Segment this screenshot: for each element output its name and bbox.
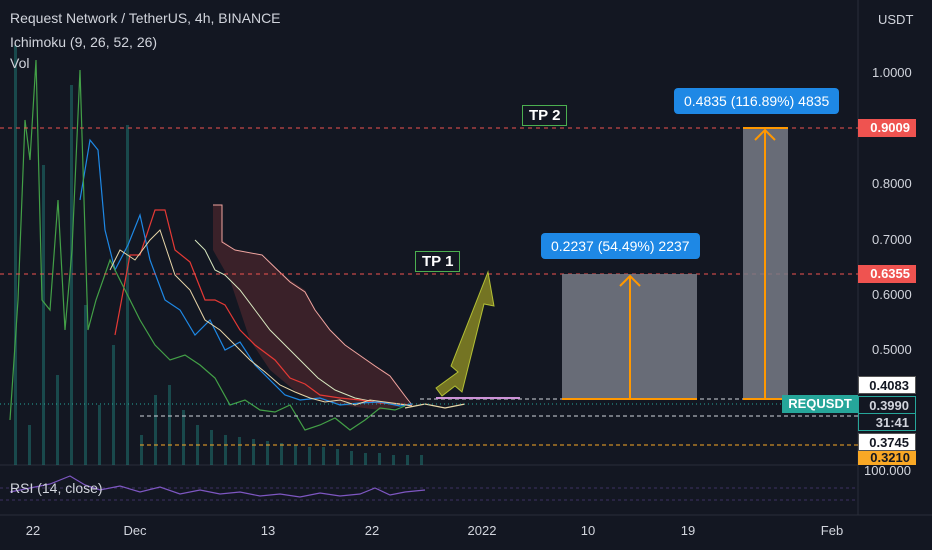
x-tick-2: Dec xyxy=(123,523,147,538)
ichimoku-leading-span-b xyxy=(213,204,413,406)
symbol-tag: REQUSDT xyxy=(782,395,858,413)
volume-bar xyxy=(56,375,59,465)
ichimoku-legend[interactable]: Ichimoku (9, 26, 52, 26) xyxy=(10,34,158,50)
volume-bar xyxy=(210,430,213,465)
forecast-line xyxy=(404,403,466,409)
volume-bar xyxy=(84,305,87,465)
volume-bar xyxy=(280,443,283,465)
volume-bar xyxy=(154,395,157,465)
upper-price-tag: 0.4083 xyxy=(858,376,916,394)
lower-price-tag: 0.3745 xyxy=(858,433,916,451)
y-tick-5: 0.6000 xyxy=(872,287,912,302)
volume-bar xyxy=(182,410,185,465)
volume-bar xyxy=(42,165,45,465)
rsi-trace xyxy=(9,475,426,498)
tp2-price-tag: 0.9009 xyxy=(858,119,916,137)
volume-legend[interactable]: Vol xyxy=(10,55,30,71)
currency-label: USDT xyxy=(878,12,914,27)
measure-arrow-2-head xyxy=(754,128,776,141)
x-tick-7: 19 xyxy=(680,523,696,538)
rsi-legend[interactable]: RSI (14, close) xyxy=(10,480,103,496)
measure-callout-1[interactable]: 0.2237 (54.49%) 2237 xyxy=(541,233,700,259)
y-tick-6: 0.5000 xyxy=(872,342,912,357)
volume-bar xyxy=(350,451,353,465)
measure-arrow-1-head xyxy=(619,274,641,287)
volume-bar xyxy=(238,437,241,465)
y-tick-1: 1.0000 xyxy=(872,65,912,80)
last-price-tag: 0.3990 xyxy=(858,396,916,414)
volume-bar xyxy=(266,441,269,465)
volume-bar xyxy=(378,453,381,465)
volume-bar xyxy=(308,447,311,465)
volume-bar xyxy=(252,439,255,465)
volume-bar xyxy=(112,345,115,465)
volume-bar xyxy=(140,435,143,465)
volume-bar xyxy=(406,455,409,465)
x-tick-8: Feb xyxy=(820,523,844,538)
tp1-label[interactable]: TP 1 xyxy=(415,251,461,272)
ichimoku-base-line xyxy=(114,209,413,406)
x-tick-1: 22 xyxy=(25,523,41,538)
tp2-label[interactable]: TP 2 xyxy=(522,105,568,126)
rsi-tick: 100.000 xyxy=(864,463,911,478)
x-tick-5: 2022 xyxy=(467,523,497,538)
countdown-tag: 31:41 xyxy=(858,413,916,431)
projection-arrow[interactable] xyxy=(435,270,495,397)
measure-callout-2[interactable]: 0.4835 (116.89%) 4835 xyxy=(674,88,840,114)
volume-bar xyxy=(224,435,227,465)
ichimoku-lagging-span xyxy=(9,59,406,431)
x-tick-4: 22 xyxy=(364,523,380,538)
volume-bar xyxy=(336,449,339,465)
volume-bar xyxy=(168,385,171,465)
x-tick-3: 13 xyxy=(260,523,276,538)
volume-bar xyxy=(70,85,73,465)
volume-bar xyxy=(98,405,101,465)
y-tick-4: 0.7000 xyxy=(872,232,912,247)
volume-bar xyxy=(322,447,325,465)
chart-title: Request Network / TetherUS, 4h, BINANCE xyxy=(10,10,281,26)
volume-bar xyxy=(420,455,423,465)
x-tick-6: 10 xyxy=(580,523,596,538)
support-price-tag: 0.3210 xyxy=(858,451,916,465)
ichimoku-cloud xyxy=(213,205,410,410)
y-tick-3: 0.8000 xyxy=(872,176,912,191)
volume-bar xyxy=(28,425,31,465)
volume-bar xyxy=(392,455,395,465)
volume-bar xyxy=(14,45,17,465)
volume-bar xyxy=(294,445,297,465)
volume-bar xyxy=(364,453,367,465)
tp1-price-tag: 0.6355 xyxy=(858,265,916,283)
price-candles-trace xyxy=(109,229,413,407)
